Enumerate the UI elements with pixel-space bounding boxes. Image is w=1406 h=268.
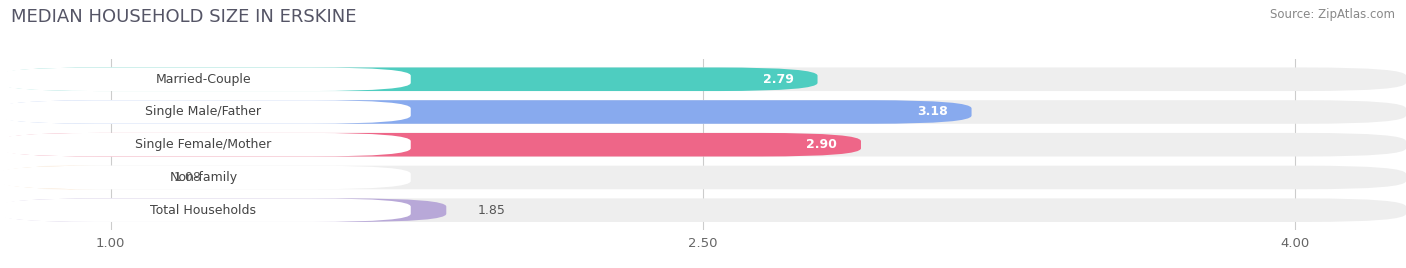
Text: 2.79: 2.79 (763, 73, 794, 86)
FancyBboxPatch shape (0, 100, 1406, 124)
Text: Non-family: Non-family (169, 171, 238, 184)
FancyBboxPatch shape (0, 133, 860, 157)
FancyBboxPatch shape (0, 198, 1406, 222)
FancyBboxPatch shape (0, 68, 411, 91)
Text: Source: ZipAtlas.com: Source: ZipAtlas.com (1270, 8, 1395, 21)
FancyBboxPatch shape (0, 133, 1406, 157)
FancyBboxPatch shape (0, 166, 411, 189)
FancyBboxPatch shape (0, 166, 142, 189)
FancyBboxPatch shape (0, 166, 1406, 189)
FancyBboxPatch shape (0, 100, 411, 124)
Text: 1.85: 1.85 (478, 204, 506, 217)
FancyBboxPatch shape (0, 68, 817, 91)
Text: 2.90: 2.90 (807, 138, 838, 151)
Text: 3.18: 3.18 (917, 106, 948, 118)
FancyBboxPatch shape (0, 198, 411, 222)
Text: Total Households: Total Households (150, 204, 256, 217)
FancyBboxPatch shape (0, 133, 411, 157)
FancyBboxPatch shape (0, 68, 1406, 91)
FancyBboxPatch shape (0, 198, 446, 222)
Text: 1.08: 1.08 (174, 171, 201, 184)
Text: Married-Couple: Married-Couple (156, 73, 252, 86)
Text: Single Male/Father: Single Male/Father (145, 106, 262, 118)
Text: MEDIAN HOUSEHOLD SIZE IN ERSKINE: MEDIAN HOUSEHOLD SIZE IN ERSKINE (11, 8, 357, 26)
Text: Single Female/Mother: Single Female/Mother (135, 138, 271, 151)
FancyBboxPatch shape (0, 100, 972, 124)
